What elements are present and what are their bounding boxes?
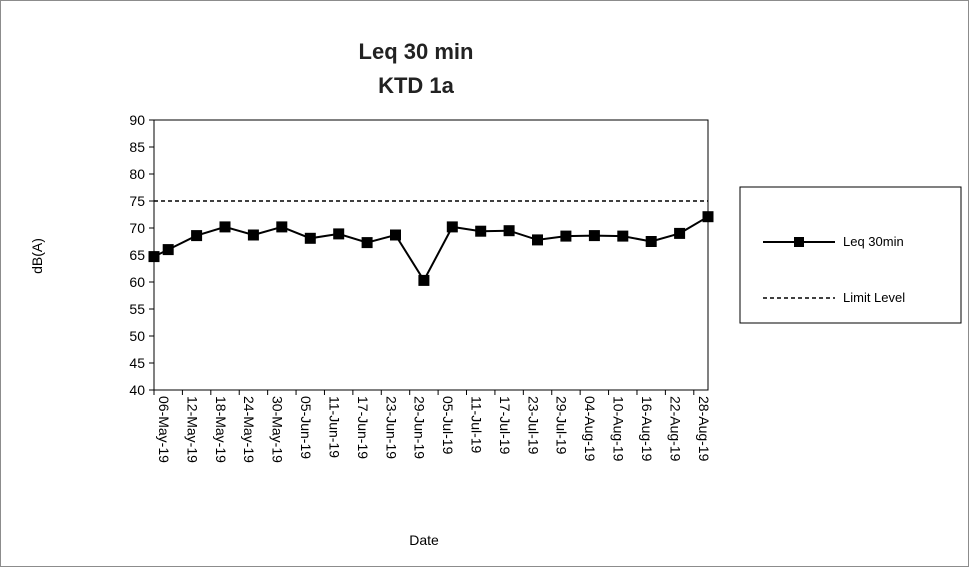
y-tick-label: 75: [129, 193, 145, 209]
y-tick-label: 85: [129, 139, 145, 155]
chart-title-line-1: Leq 30 min: [359, 39, 474, 64]
y-tick-label: 50: [129, 328, 145, 344]
y-tick-label: 70: [129, 220, 145, 236]
x-tick-label: 11-Jun-19: [326, 396, 342, 458]
x-tick-label: 10-Aug-19: [611, 396, 627, 462]
x-tick-label: 17-Jul-19: [497, 396, 513, 455]
y-tick-label: 40: [129, 382, 145, 398]
y-tick-label: 45: [129, 355, 145, 371]
x-tick-label: 28-Aug-19: [696, 396, 712, 462]
x-tick-label: 12-May-19: [184, 396, 200, 463]
y-tick-label: 60: [129, 274, 145, 290]
series-line-leq-30min: [153, 215, 709, 283]
data-point: [304, 232, 316, 244]
x-tick-label: 06-May-19: [156, 396, 172, 463]
y-tick-label: 55: [129, 301, 145, 317]
y-tick-label: 65: [129, 247, 145, 263]
legend-label-leq: Leq 30min: [843, 234, 904, 249]
data-point: [617, 230, 629, 242]
x-tick-label: 23-Jul-19: [525, 396, 541, 455]
x-tick-label: 18-May-19: [213, 396, 229, 463]
x-axis-label: Date: [409, 532, 439, 548]
data-point: [361, 237, 373, 249]
data-point: [475, 225, 487, 237]
plot-border: [153, 119, 709, 391]
x-tick-label: 05-Jul-19: [440, 396, 456, 455]
data-point: [247, 229, 259, 241]
x-tick-label: 24-May-19: [241, 396, 257, 463]
data-point: [219, 221, 231, 233]
data-point: [560, 230, 572, 242]
x-tick-label: 29-Jun-19: [412, 396, 428, 459]
data-point: [333, 228, 345, 240]
data-point: [162, 244, 174, 256]
data-point: [503, 225, 515, 237]
data-point: [390, 229, 401, 241]
data-point: [674, 227, 686, 239]
x-tick-label: 11-Jul-19: [469, 396, 485, 454]
x-tick-label: 22-Aug-19: [667, 396, 683, 462]
legend-box: [739, 186, 962, 324]
data-point: [645, 236, 657, 247]
data-point: [191, 230, 203, 242]
legend: Leq 30min Limit Level: [739, 186, 962, 324]
x-tick-label: 16-Aug-19: [639, 396, 655, 462]
data-point: [588, 230, 600, 242]
data-point: [702, 211, 714, 223]
data-point: [276, 221, 288, 233]
x-tick-label: 17-Jun-19: [355, 396, 371, 459]
legend-label-limit: Limit Level: [843, 290, 905, 305]
x-tick-label: 29-Jul-19: [554, 396, 570, 455]
y-tick-label: 80: [129, 166, 145, 182]
chart-title-line-2: KTD 1a: [378, 73, 455, 98]
x-tick-label: 23-Jun-19: [383, 396, 399, 459]
data-point: [532, 234, 543, 246]
x-tick-label: 30-May-19: [270, 396, 286, 463]
x-tick-label: 04-Aug-19: [582, 396, 598, 462]
plot-area: 40 45 50 55 60 65 70 75 80 85 90 06-May-19 12-May-19…: [129, 112, 714, 463]
data-point: [446, 221, 458, 233]
x-tick-label: 05-Jun-19: [298, 396, 314, 459]
data-point: [418, 274, 430, 286]
y-tick-label: 90: [129, 112, 145, 128]
legend-marker-leq: [794, 237, 804, 247]
y-axis-label: dB(A): [29, 238, 45, 274]
data-point: [148, 251, 160, 263]
